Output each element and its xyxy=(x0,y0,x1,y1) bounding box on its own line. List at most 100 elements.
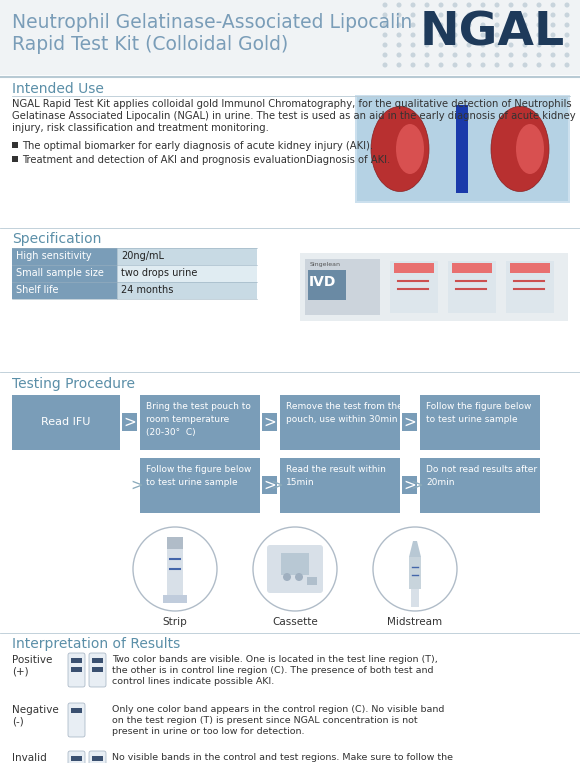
Circle shape xyxy=(411,34,415,37)
Circle shape xyxy=(411,63,415,67)
Bar xyxy=(71,658,82,663)
Bar xyxy=(140,395,260,450)
Circle shape xyxy=(467,53,471,56)
Text: >: > xyxy=(410,478,423,492)
Bar xyxy=(92,667,103,672)
FancyBboxPatch shape xyxy=(89,751,106,763)
Circle shape xyxy=(397,53,401,56)
Circle shape xyxy=(495,34,499,37)
Circle shape xyxy=(397,43,401,47)
Bar xyxy=(92,658,103,663)
Circle shape xyxy=(383,53,387,56)
Circle shape xyxy=(439,34,443,37)
Bar xyxy=(307,577,317,585)
Bar xyxy=(420,395,540,450)
Circle shape xyxy=(495,13,499,17)
Polygon shape xyxy=(409,541,421,557)
Circle shape xyxy=(383,3,387,7)
Circle shape xyxy=(397,13,401,17)
Text: The optimal biomarker for early diagnosis of acute kidney injury (AKI).: The optimal biomarker for early diagnosi… xyxy=(22,141,373,151)
Circle shape xyxy=(283,573,291,581)
Circle shape xyxy=(425,53,429,56)
Text: >: > xyxy=(130,478,143,492)
Text: High sensitivity: High sensitivity xyxy=(16,251,92,261)
Bar xyxy=(163,595,187,603)
Circle shape xyxy=(481,34,485,37)
Circle shape xyxy=(537,43,541,47)
Circle shape xyxy=(411,13,415,17)
Text: 24 months: 24 months xyxy=(121,285,173,295)
Circle shape xyxy=(411,23,415,27)
Circle shape xyxy=(565,53,569,56)
Bar xyxy=(12,142,18,148)
Circle shape xyxy=(523,23,527,27)
Circle shape xyxy=(565,63,569,67)
Bar xyxy=(452,263,492,273)
Circle shape xyxy=(481,13,485,17)
Bar xyxy=(460,105,464,193)
Bar xyxy=(308,270,346,300)
Circle shape xyxy=(397,63,401,67)
Circle shape xyxy=(397,23,401,27)
Text: control lines indicate possible AKI.: control lines indicate possible AKI. xyxy=(112,677,274,686)
Circle shape xyxy=(439,43,443,47)
Circle shape xyxy=(453,3,457,7)
Circle shape xyxy=(565,23,569,27)
Circle shape xyxy=(565,3,569,7)
Bar xyxy=(305,259,380,315)
Text: Midstream: Midstream xyxy=(387,617,443,627)
FancyBboxPatch shape xyxy=(68,703,85,737)
Circle shape xyxy=(383,63,387,67)
Text: IVD: IVD xyxy=(309,275,336,289)
Circle shape xyxy=(481,53,485,56)
Text: >: > xyxy=(263,414,276,430)
Circle shape xyxy=(439,13,443,17)
Bar xyxy=(357,97,568,201)
Circle shape xyxy=(411,43,415,47)
Bar xyxy=(92,756,103,761)
Text: Read IFU: Read IFU xyxy=(41,417,90,427)
Circle shape xyxy=(383,13,387,17)
Text: (20-30°  C): (20-30° C) xyxy=(146,428,195,437)
Text: NGAL: NGAL xyxy=(420,10,565,55)
Circle shape xyxy=(523,13,527,17)
Circle shape xyxy=(439,3,443,7)
Circle shape xyxy=(551,34,555,37)
FancyBboxPatch shape xyxy=(89,653,106,687)
Bar xyxy=(411,587,419,607)
Circle shape xyxy=(509,43,513,47)
Circle shape xyxy=(523,34,527,37)
Circle shape xyxy=(253,527,337,611)
Circle shape xyxy=(453,23,457,27)
Ellipse shape xyxy=(516,124,544,174)
Circle shape xyxy=(523,63,527,67)
Circle shape xyxy=(383,34,387,37)
Circle shape xyxy=(467,3,471,7)
Circle shape xyxy=(565,34,569,37)
Circle shape xyxy=(551,3,555,7)
Text: 15min: 15min xyxy=(286,478,314,487)
Circle shape xyxy=(509,23,513,27)
Bar xyxy=(12,248,117,265)
Circle shape xyxy=(453,13,457,17)
Text: to test urine sample: to test urine sample xyxy=(146,478,238,487)
Circle shape xyxy=(537,3,541,7)
Circle shape xyxy=(565,13,569,17)
Circle shape xyxy=(453,63,457,67)
Ellipse shape xyxy=(491,107,549,192)
Circle shape xyxy=(425,13,429,17)
Bar xyxy=(71,756,82,761)
Circle shape xyxy=(551,63,555,67)
Circle shape xyxy=(397,3,401,7)
Text: pouch, use within 30min: pouch, use within 30min xyxy=(286,415,397,424)
Text: Remove the test from the: Remove the test from the xyxy=(286,402,403,411)
Text: Do not read results after: Do not read results after xyxy=(426,465,537,474)
Bar xyxy=(420,458,540,513)
Bar xyxy=(12,282,117,299)
Circle shape xyxy=(495,63,499,67)
Circle shape xyxy=(495,23,499,27)
Bar xyxy=(280,458,400,513)
Text: Shelf life: Shelf life xyxy=(16,285,59,295)
Circle shape xyxy=(373,527,457,611)
Bar xyxy=(167,537,183,599)
